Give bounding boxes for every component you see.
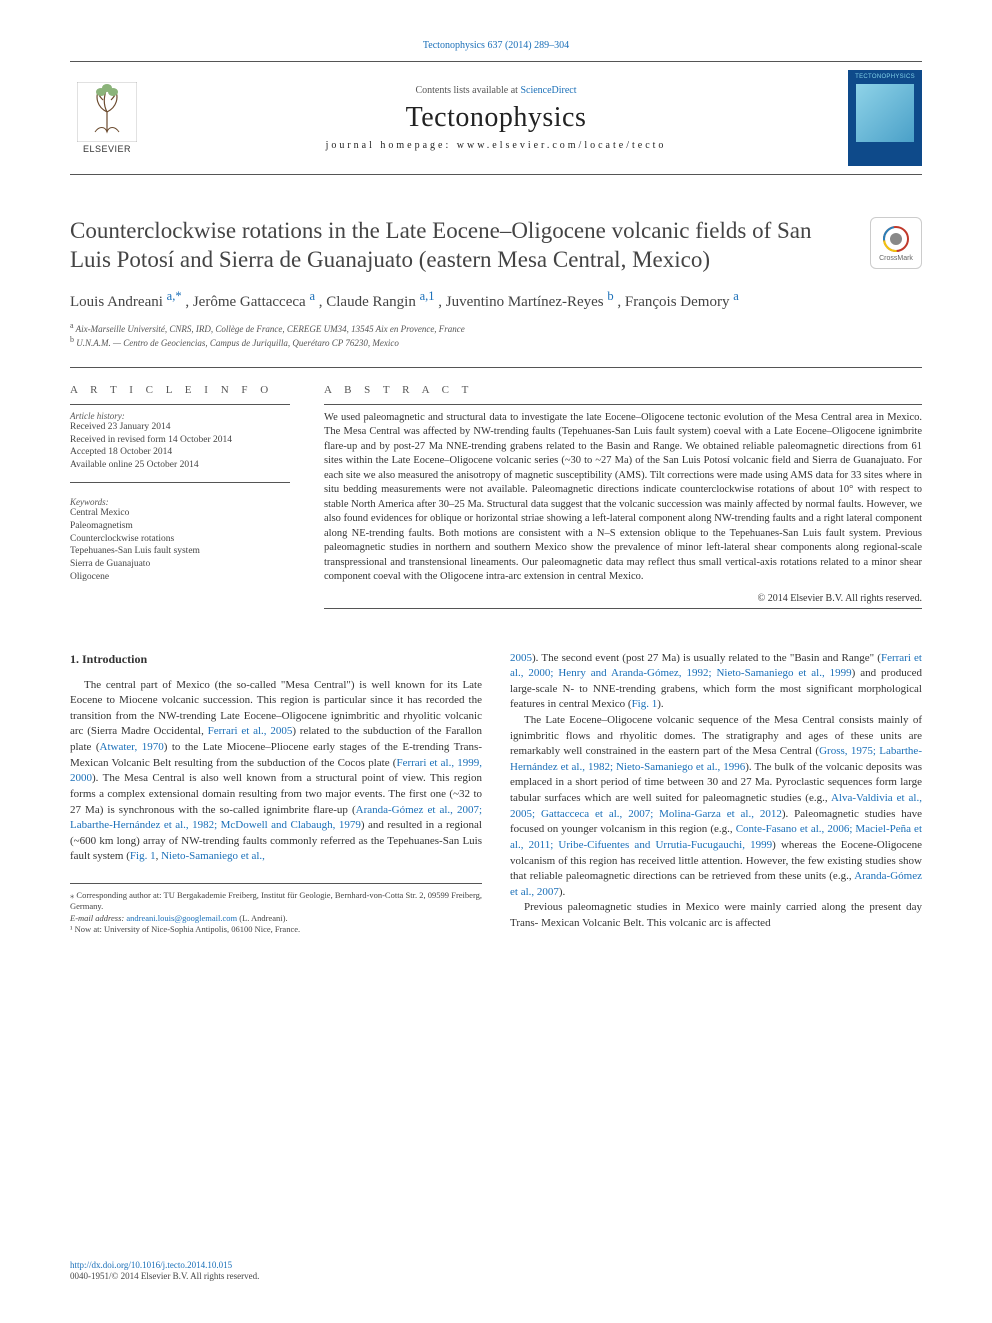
paper-title: Counterclockwise rotations in the Late E… bbox=[70, 217, 856, 275]
author-5: , François Demory bbox=[617, 294, 733, 310]
history-received: Received 23 January 2014 bbox=[70, 421, 290, 434]
keyword-1: Paleomagnetism bbox=[70, 520, 290, 533]
body-column-right: 2005). The second event (post 27 Ma) is … bbox=[510, 651, 922, 936]
doi-link[interactable]: http://dx.doi.org/10.1016/j.tecto.2014.1… bbox=[70, 1260, 232, 1270]
author-2: , Jerôme Gattacceca bbox=[185, 294, 309, 310]
info-subdivider bbox=[70, 404, 290, 405]
contents-prefix: Contents lists available at bbox=[415, 85, 520, 96]
author-1: Louis Andreani bbox=[70, 294, 167, 310]
cover-art-placeholder bbox=[856, 84, 914, 142]
author-4: , Juventino Martínez-Reyes bbox=[438, 294, 607, 310]
author-4-affil[interactable]: b bbox=[607, 289, 613, 303]
article-info-label: A R T I C L E I N F O bbox=[70, 384, 290, 396]
affiliation-b: b U.N.A.M. — Centro de Geociencias, Camp… bbox=[70, 335, 922, 349]
figure-link[interactable]: Fig. 1 bbox=[130, 850, 156, 862]
email-tail: (L. Andreani). bbox=[237, 913, 288, 923]
sciencedirect-link[interactable]: ScienceDirect bbox=[520, 85, 576, 96]
author-2-affil[interactable]: a bbox=[309, 289, 315, 303]
elsevier-tree-icon bbox=[77, 82, 137, 142]
abstract-label: A B S T R A C T bbox=[324, 384, 922, 396]
keywords-head: Keywords: bbox=[70, 497, 290, 507]
citation-link[interactable]: Ferrari et al., 2005 bbox=[208, 725, 293, 737]
email-link[interactable]: andreani.louis@googlemail.com bbox=[126, 913, 237, 923]
history-revised: Received in revised form 14 October 2014 bbox=[70, 434, 290, 447]
journal-name: Tectonophysics bbox=[156, 102, 836, 134]
citation-link[interactable]: Nieto-Samaniego et al., bbox=[161, 850, 265, 862]
intro-paragraph-2: The Late Eocene–Oligocene volcanic seque… bbox=[510, 713, 922, 900]
footnotes-block: ⁎ Corresponding author at: TU Bergakadem… bbox=[70, 883, 482, 936]
cover-title-text: TECTONOPHYSICS bbox=[855, 74, 915, 80]
section-1-heading: 1. Introduction bbox=[70, 651, 482, 668]
body-two-column: 1. Introduction The central part of Mexi… bbox=[70, 651, 922, 936]
abstract-divider bbox=[324, 404, 922, 405]
history-online: Available online 25 October 2014 bbox=[70, 459, 290, 472]
history-accepted: Accepted 18 October 2014 bbox=[70, 446, 290, 459]
article-history-head: Article history: bbox=[70, 411, 290, 421]
figure-link[interactable]: Fig. 1 bbox=[632, 698, 658, 710]
intro-paragraph-3: Previous paleomagnetic studies in Mexico… bbox=[510, 900, 922, 931]
affiliation-b-text: U.N.A.M. — Centro de Geociencias, Campus… bbox=[76, 338, 399, 348]
masthead-center: Contents lists available at ScienceDirec… bbox=[156, 70, 836, 166]
text-run: ). bbox=[559, 886, 565, 898]
text-run: ). The second event (post 27 Ma) is usua… bbox=[532, 652, 881, 664]
crossmark-badge[interactable]: CrossMark bbox=[870, 217, 922, 269]
intro-paragraph-1-cont: 2005). The second event (post 27 Ma) is … bbox=[510, 651, 922, 713]
footnote-1: ¹ Now at: University of Nice-Sophia Anti… bbox=[70, 924, 482, 935]
affiliation-a-text: Aix-Marseille Université, CNRS, IRD, Col… bbox=[76, 324, 465, 334]
elsevier-brand-text: ELSEVIER bbox=[83, 144, 131, 154]
article-info-column: A R T I C L E I N F O Article history: R… bbox=[70, 384, 290, 609]
contents-available-line: Contents lists available at ScienceDirec… bbox=[156, 85, 836, 96]
author-list: Louis Andreani a,* , Jerôme Gattacceca a… bbox=[70, 289, 922, 311]
title-block: Counterclockwise rotations in the Late E… bbox=[70, 217, 922, 275]
issn-copyright: 0040-1951/© 2014 Elsevier B.V. All right… bbox=[70, 1271, 259, 1283]
footnote-email: E-mail address: andreani.louis@googlemai… bbox=[70, 913, 482, 924]
keyword-2: Counterclockwise rotations bbox=[70, 533, 290, 546]
keyword-4: Sierra de Guanajuato bbox=[70, 558, 290, 571]
author-5-affil[interactable]: a bbox=[733, 289, 739, 303]
abstract-copyright: © 2014 Elsevier B.V. All rights reserved… bbox=[324, 593, 922, 604]
citation-link[interactable]: 2005 bbox=[510, 652, 532, 664]
keyword-3: Tepehuanes-San Luis fault system bbox=[70, 545, 290, 558]
info-subdivider-2 bbox=[70, 482, 290, 483]
keyword-5: Oligocene bbox=[70, 571, 290, 584]
text-run: ). bbox=[657, 698, 663, 710]
author-1-affil[interactable]: a,* bbox=[167, 289, 182, 303]
abstract-text: We used paleomagnetic and structural dat… bbox=[324, 411, 922, 585]
author-3-affil[interactable]: a,1 bbox=[420, 289, 435, 303]
journal-cover-thumbnail: TECTONOPHYSICS bbox=[848, 70, 922, 166]
intro-paragraph-1: The central part of Mexico (the so-calle… bbox=[70, 678, 482, 865]
abstract-bottom-divider bbox=[324, 608, 922, 609]
section-divider bbox=[70, 367, 922, 368]
crossmark-icon bbox=[882, 225, 910, 253]
journal-homepage-line: journal homepage: www.elsevier.com/locat… bbox=[156, 140, 836, 151]
article-info-row: A R T I C L E I N F O Article history: R… bbox=[70, 384, 922, 609]
masthead: ELSEVIER Contents lists available at Sci… bbox=[70, 61, 922, 175]
affiliation-a: a Aix-Marseille Université, CNRS, IRD, C… bbox=[70, 321, 922, 335]
running-header-citation: Tectonophysics 637 (2014) 289–304 bbox=[70, 40, 922, 51]
author-3: , Claude Rangin bbox=[319, 294, 420, 310]
affiliations: a Aix-Marseille Université, CNRS, IRD, C… bbox=[70, 321, 922, 349]
email-label: E-mail address: bbox=[70, 913, 126, 923]
citation-link[interactable]: Atwater, 1970 bbox=[100, 741, 164, 753]
keyword-0: Central Mexico bbox=[70, 507, 290, 520]
abstract-column: A B S T R A C T We used paleomagnetic an… bbox=[324, 384, 922, 609]
footer-block: http://dx.doi.org/10.1016/j.tecto.2014.1… bbox=[70, 1260, 259, 1283]
elsevier-logo: ELSEVIER bbox=[70, 70, 144, 166]
crossmark-label: CrossMark bbox=[879, 255, 913, 262]
body-column-left: 1. Introduction The central part of Mexi… bbox=[70, 651, 482, 936]
footnote-corresponding: ⁎ Corresponding author at: TU Bergakadem… bbox=[70, 890, 482, 913]
